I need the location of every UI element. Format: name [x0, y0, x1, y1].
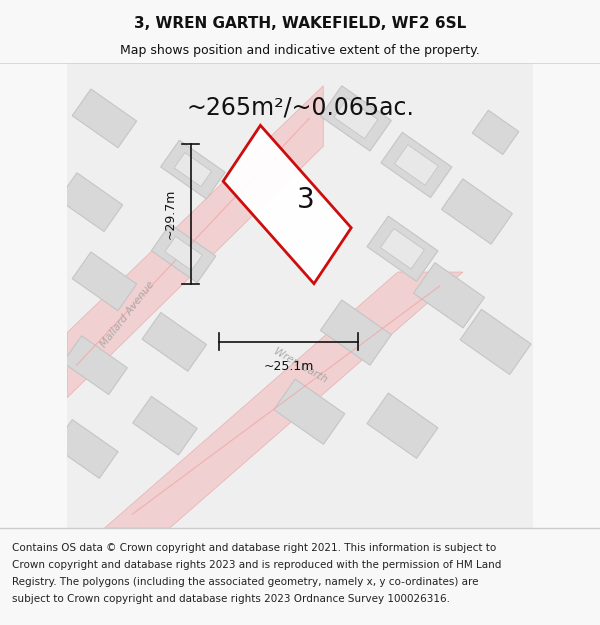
Polygon shape — [320, 86, 391, 151]
Polygon shape — [72, 252, 137, 311]
Polygon shape — [320, 300, 391, 365]
Text: Map shows position and indicative extent of the property.: Map shows position and indicative extent… — [120, 44, 480, 57]
Polygon shape — [442, 179, 512, 244]
Text: Mallard Avenue: Mallard Avenue — [99, 279, 157, 349]
Polygon shape — [274, 379, 345, 444]
Text: Registry. The polygons (including the associated geometry, namely x, y co-ordina: Registry. The polygons (including the as… — [12, 576, 479, 586]
Polygon shape — [53, 419, 118, 478]
Polygon shape — [381, 132, 452, 198]
Polygon shape — [161, 140, 225, 199]
FancyBboxPatch shape — [67, 62, 533, 528]
Text: Crown copyright and database rights 2023 and is reproduced with the permission o: Crown copyright and database rights 2023… — [12, 559, 502, 569]
Text: 3: 3 — [297, 186, 314, 214]
Polygon shape — [380, 229, 424, 269]
Polygon shape — [151, 224, 216, 282]
Polygon shape — [142, 312, 206, 371]
Polygon shape — [63, 336, 127, 394]
Text: subject to Crown copyright and database rights 2023 Ordnance Survey 100026316.: subject to Crown copyright and database … — [12, 594, 450, 604]
Text: ~29.7m: ~29.7m — [164, 189, 176, 239]
Polygon shape — [223, 126, 351, 284]
Text: ~25.1m: ~25.1m — [263, 361, 314, 374]
Polygon shape — [67, 86, 323, 398]
Polygon shape — [165, 236, 202, 271]
Polygon shape — [174, 152, 212, 187]
Polygon shape — [367, 216, 438, 281]
Polygon shape — [367, 393, 438, 458]
Text: Wren Garth: Wren Garth — [272, 346, 328, 384]
Polygon shape — [133, 396, 197, 455]
Polygon shape — [472, 110, 519, 154]
Polygon shape — [334, 98, 378, 139]
Polygon shape — [58, 173, 123, 231]
Polygon shape — [460, 309, 531, 374]
Polygon shape — [394, 145, 439, 185]
Polygon shape — [413, 262, 484, 328]
Text: 3, WREN GARTH, WAKEFIELD, WF2 6SL: 3, WREN GARTH, WAKEFIELD, WF2 6SL — [134, 16, 466, 31]
Text: Contains OS data © Crown copyright and database right 2021. This information is : Contains OS data © Crown copyright and d… — [12, 542, 496, 552]
Polygon shape — [72, 89, 137, 148]
Polygon shape — [104, 272, 463, 528]
Text: ~265m²/~0.065ac.: ~265m²/~0.065ac. — [186, 95, 414, 119]
